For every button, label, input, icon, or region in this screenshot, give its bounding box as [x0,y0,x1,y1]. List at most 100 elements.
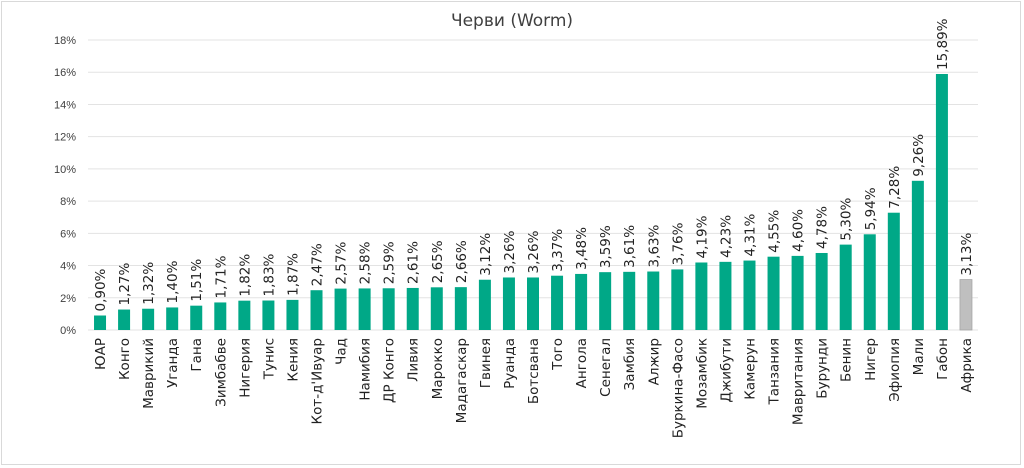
bar [310,290,323,330]
bar [767,256,780,330]
x-tick-label: ДР Конго [382,338,398,403]
bar [334,288,347,330]
x-tick-label: Чад [334,338,350,365]
data-label: 2,66% [454,240,470,283]
y-tick-label: 4% [60,261,76,273]
data-label: 3,59% [598,225,614,268]
x-tick-label: Эфиопия [887,338,903,402]
bar [190,305,203,330]
data-label: 4,60% [791,209,807,252]
data-label: 2,57% [334,242,350,285]
data-label: 2,61% [406,241,422,284]
x-tick-label: Ангола [574,338,590,388]
y-tick-label: 8% [60,196,76,208]
bar [406,287,419,330]
bar [358,288,371,330]
bar [695,262,708,330]
bar [551,275,564,330]
bar [454,287,467,330]
x-tick-label: Ботсвана [526,338,542,404]
bar [575,273,588,330]
data-label: 2,59% [382,241,398,284]
y-tick-label: 16% [54,67,76,79]
y-tick-label: 14% [54,99,76,111]
bar [671,269,684,330]
data-label: 3,63% [646,224,662,267]
data-label: 3,13% [959,233,975,276]
bar [719,261,732,330]
data-label: 4,23% [718,215,734,258]
bar [527,277,539,330]
data-label: 7,28% [887,166,903,209]
bar [502,277,515,330]
bar [214,302,227,330]
y-tick-label: 18% [54,35,76,47]
data-label: 3,76% [670,222,686,265]
bar [430,287,443,330]
x-tick-label: Джибути [718,338,734,402]
x-tick-label: Мали [911,338,927,375]
x-tick-label: Нигер [863,338,879,381]
x-tick-label: Африка [959,338,975,393]
bar [839,244,852,330]
x-tick-label: Камерун [742,338,758,400]
bar [382,288,395,330]
bar [238,300,251,330]
x-tick-label: Маврикий [141,338,157,409]
y-tick-label: 0% [60,325,76,337]
x-tick-label: Танзания [767,338,783,406]
x-tick-label: Мадагаскар [454,338,470,423]
bar [142,308,155,330]
data-label: 3,26% [502,230,518,273]
data-label: 1,87% [285,253,301,296]
data-label: 2,58% [358,241,374,284]
data-label: 9,26% [911,134,927,177]
x-tick-label: Сенегал [598,338,614,397]
chart-title: Черви (Worm) [451,11,573,31]
bar [791,255,804,330]
data-label: 5,94% [863,187,879,230]
bar [478,279,491,330]
bar [286,299,299,330]
bar [959,279,973,331]
data-label: 1,71% [213,255,229,298]
x-tick-label: Нигерия [237,338,253,398]
data-label: 3,12% [478,233,494,276]
data-label: 3,26% [526,230,542,273]
x-tick-label: Гана [189,338,205,372]
y-tick-label: 2% [60,293,76,305]
x-tick-label: Того [550,338,566,371]
data-label: 4,19% [694,215,710,258]
x-tick-label: Зимбабве [213,338,229,407]
data-label: 4,31% [742,214,758,257]
x-tick-label: Бенин [839,338,855,382]
y-tick-label: 10% [54,164,76,176]
data-label: 4,78% [815,206,831,249]
data-label: 4,55% [767,210,783,253]
y-tick-label: 12% [54,132,76,144]
x-tick-label: Кения [285,338,301,382]
x-tick-label: Алжир [646,338,662,385]
bar [743,260,756,330]
bar [887,212,900,330]
x-tick-label: Конго [117,338,133,380]
x-tick-label: Тунис [261,338,277,380]
bar [815,252,828,330]
data-label: 3,48% [574,227,590,270]
data-label: 5,30% [839,198,855,241]
data-label: 2,47% [310,243,326,286]
x-tick-label: Мозамбик [694,338,710,409]
data-label: 3,61% [622,225,638,268]
x-tick-label: Буркина-Фасо [670,338,686,438]
x-tick-label: Руанда [502,338,518,389]
x-tick-label: Габон [935,338,951,380]
data-label: 15,89% [935,18,951,70]
bar [647,271,660,330]
x-tick-label: Марокко [430,338,446,399]
data-label: 1,27% [117,262,133,305]
data-label: 0,90% [93,268,109,311]
bar [935,73,948,330]
bar [262,300,275,330]
x-tick-label: Намибия [358,338,374,401]
